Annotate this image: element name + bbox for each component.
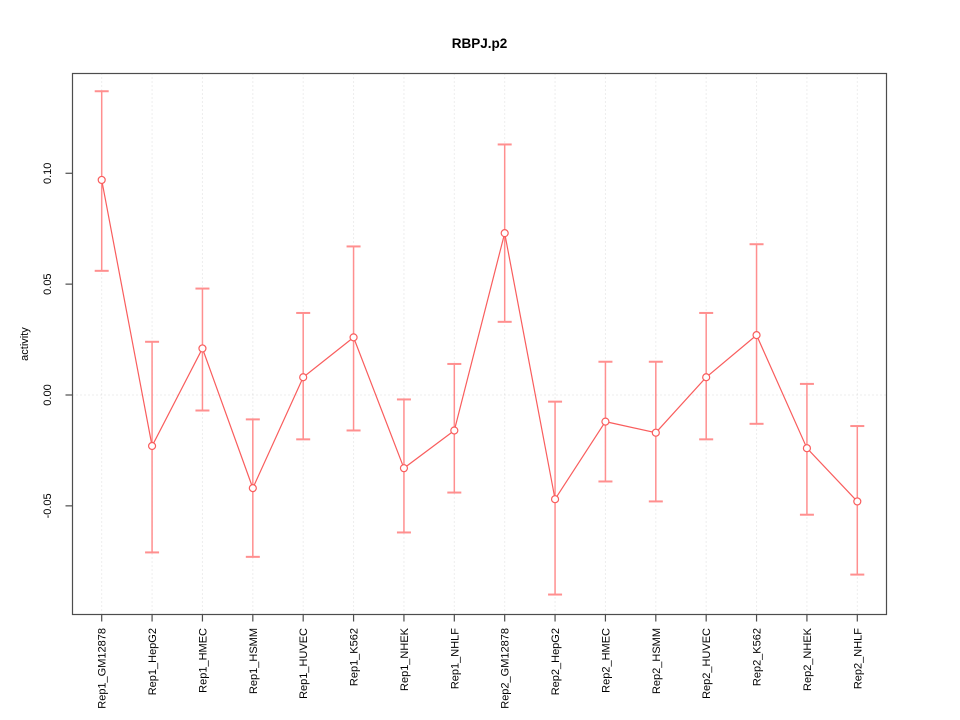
x-tick-label: Rep2_GM12878 (500, 628, 512, 709)
data-point (97, 175, 106, 185)
x-tick-label: Rep1_NHLF (449, 628, 461, 689)
data-point (198, 344, 207, 353)
plot-box (71, 72, 888, 616)
y-tick-label: 0.00 (42, 384, 54, 405)
data-point (450, 426, 459, 435)
x-tick-label: Rep1_HSMM (248, 628, 260, 694)
data-point (248, 484, 257, 493)
x-tick-label: Rep2_NHEK (802, 627, 814, 691)
x-tick-label: Rep1_HUVEC (298, 628, 310, 699)
y-tick-label: 0.10 (42, 163, 54, 184)
data-point (752, 331, 761, 340)
series-line (101, 179, 858, 502)
y-axis: 0.10 0.05 0.00 -0.05 (42, 163, 73, 518)
data-point (550, 495, 560, 504)
y-axis-label: activity (19, 327, 31, 361)
data-point (500, 229, 509, 238)
x-tick-label: Rep2_K562 (752, 628, 764, 686)
data-point (399, 464, 409, 473)
data-point (853, 497, 862, 506)
x-tick-label: Rep2_HepG2 (550, 628, 562, 695)
data-point (299, 373, 308, 382)
y-tick-label: -0.05 (42, 493, 54, 518)
data-point (702, 373, 711, 382)
y-tick-label: 0.05 (42, 273, 54, 294)
data-points (97, 175, 862, 506)
x-tick-label: Rep1_K562 (349, 628, 361, 686)
data-point (651, 428, 660, 437)
data-point (802, 444, 812, 453)
data-point (601, 417, 610, 426)
x-axis: Rep1_GM12878 Rep1_HepG2 Rep1_HMEC Rep1_HSMM… (97, 614, 864, 709)
x-tick-label: Rep1_NHEK (399, 627, 411, 691)
x-tick-label: Rep2_NHLF (852, 628, 864, 689)
x-tick-label: Rep1_HMEC (197, 628, 209, 693)
chart-title: RBPJ.p2 (451, 36, 508, 51)
x-tick-label: Rep1_GM12878 (97, 628, 109, 709)
x-tick-label: Rep2_HUVEC (701, 628, 713, 699)
x-tick-label: Rep1_HepG2 (147, 628, 159, 695)
x-tick-label: Rep2_HSMM (651, 628, 663, 694)
error-bars (94, 90, 865, 596)
data-point (349, 333, 358, 342)
data-point (147, 441, 157, 451)
gridlines (72, 73, 887, 615)
x-tick-label: Rep2_HMEC (600, 628, 612, 693)
